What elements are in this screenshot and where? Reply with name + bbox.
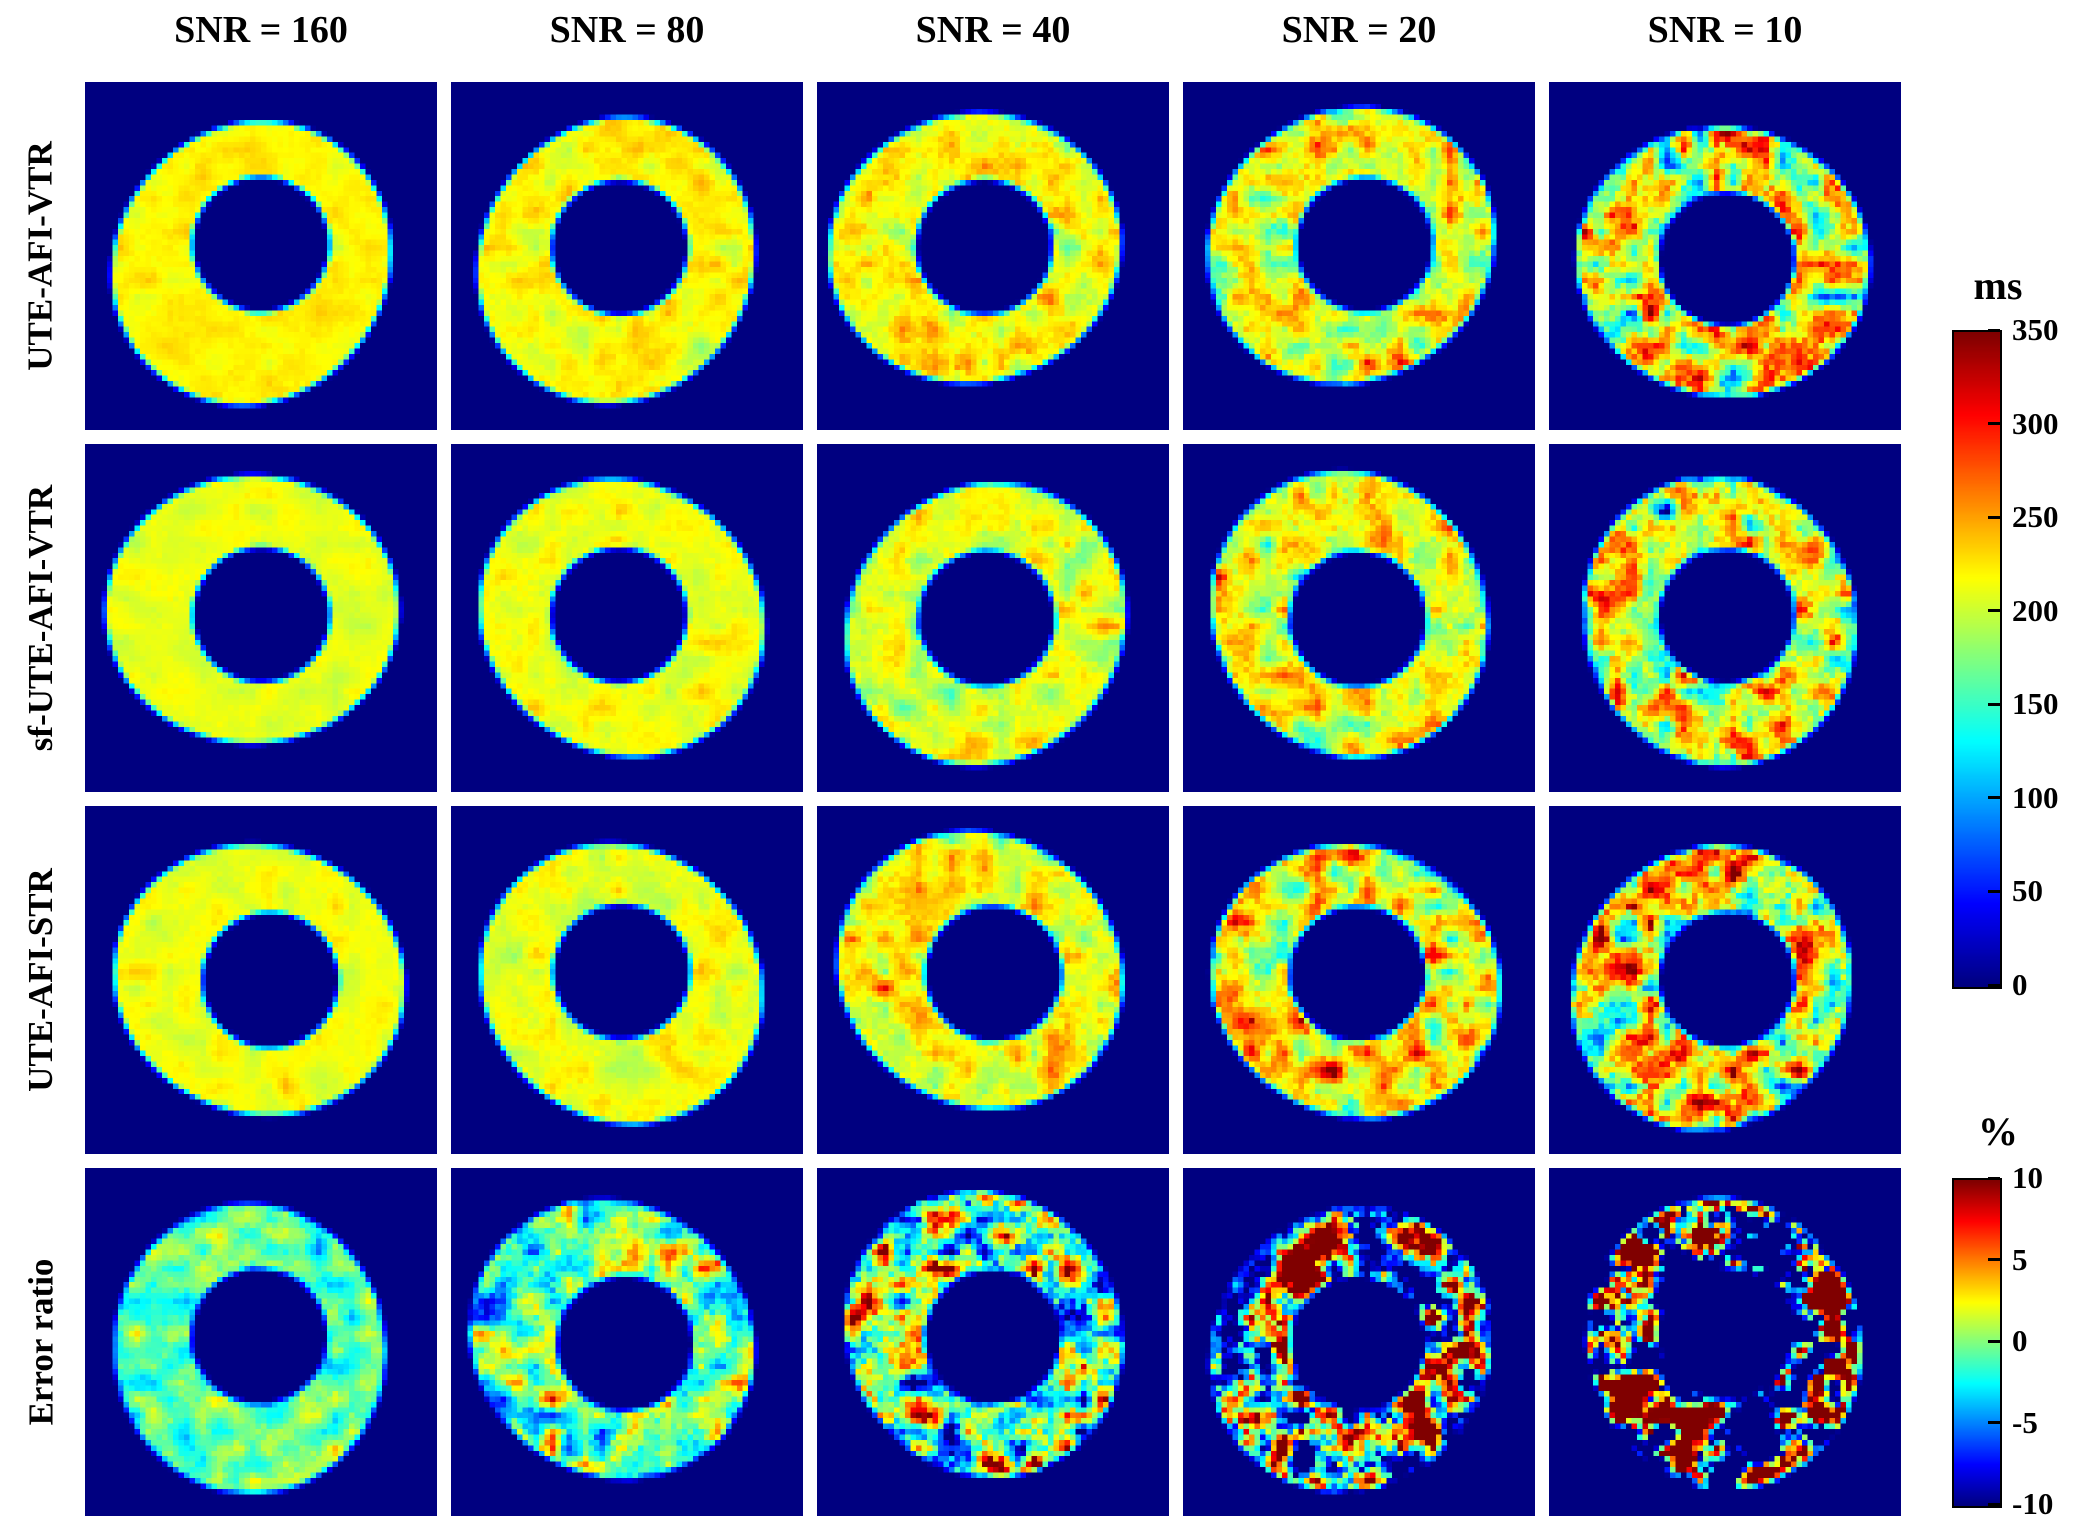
colorbar-ms-tick-label: 100 bbox=[2012, 779, 2059, 815]
row-label-ute-afi-str: UTE-AFI-STR bbox=[0, 806, 82, 1154]
colorbar-pct-title: % bbox=[1978, 1109, 2018, 1154]
colorbar-pct-tick-mark bbox=[1988, 1502, 2000, 1506]
colorbar-ms-tick-label: 200 bbox=[2012, 592, 2059, 628]
map-ute-afi-vtr-snr-10 bbox=[1549, 82, 1901, 430]
map-sf-ute-afi-vtr-snr-80 bbox=[451, 444, 803, 792]
colorbar-ms-tick-mark bbox=[1988, 515, 2000, 519]
colorbar-pct-tick-label: 0 bbox=[2012, 1323, 2028, 1358]
col-header-snr-10: SNR = 10 bbox=[1647, 9, 1803, 51]
colorbar-ms-tick-mark bbox=[1988, 983, 2000, 987]
map-error-ratio-snr-40 bbox=[817, 1168, 1169, 1516]
col-header-snr-160: SNR = 160 bbox=[174, 9, 348, 51]
row-label-text: sf-UTE-AFI-VTR bbox=[21, 484, 61, 752]
map-error-ratio-snr-80 bbox=[451, 1168, 803, 1516]
map-error-ratio-snr-10 bbox=[1549, 1168, 1901, 1516]
colorbar-ms-tick-label: 350 bbox=[2012, 312, 2059, 347]
map-ute-afi-str-snr-160 bbox=[85, 806, 437, 1154]
map-ute-afi-str-snr-80 bbox=[451, 806, 803, 1154]
colorbar-ms-tick-label: 150 bbox=[2012, 686, 2059, 722]
row-label-text: Error ratio bbox=[21, 1258, 61, 1426]
map-ute-afi-vtr-snr-80 bbox=[451, 82, 803, 430]
colorbar-ms-tick-label: 250 bbox=[2012, 499, 2059, 535]
map-ute-afi-vtr-snr-160 bbox=[85, 82, 437, 430]
colorbar-pct-tick-label: -5 bbox=[2012, 1404, 2038, 1440]
map-sf-ute-afi-vtr-snr-20 bbox=[1183, 444, 1535, 792]
map-error-ratio-snr-160 bbox=[85, 1168, 437, 1516]
colorbar-pct-tick-label: 5 bbox=[2012, 1241, 2028, 1277]
colorbar-ms-title: ms bbox=[1973, 263, 2023, 308]
map-ute-afi-str-snr-40 bbox=[817, 806, 1169, 1154]
colorbar-pct-gradient bbox=[1954, 1180, 2000, 1506]
row-label-text: UTE-AFI-STR bbox=[21, 868, 61, 1092]
col-header-snr-40: SNR = 40 bbox=[915, 9, 1071, 51]
colorbar-pct-tick-mark bbox=[1988, 1258, 2000, 1261]
colorbar-ms bbox=[1952, 330, 2002, 989]
map-sf-ute-afi-vtr-snr-10 bbox=[1549, 444, 1901, 792]
colorbar-pct-tick-mark bbox=[1988, 1176, 2000, 1180]
col-header-snr-20: SNR = 20 bbox=[1281, 9, 1437, 51]
colorbar-ms-tick-mark bbox=[1988, 702, 2000, 706]
colorbar-pct-tick-mark bbox=[1988, 1421, 2000, 1424]
colorbar-ms-tick-mark bbox=[1988, 328, 2000, 332]
colorbar-ms-tick-label: 300 bbox=[2012, 405, 2059, 441]
colorbar-ms-gradient bbox=[1954, 332, 2000, 987]
colorbar-pct-tick-mark bbox=[1988, 1339, 2000, 1343]
map-ute-afi-str-snr-10 bbox=[1549, 806, 1901, 1154]
map-ute-afi-vtr-snr-40 bbox=[817, 82, 1169, 430]
colorbar-ms-tick-label: 0 bbox=[2012, 967, 2028, 1002]
map-ute-afi-vtr-snr-20 bbox=[1183, 82, 1535, 430]
colorbar-ms-tick-mark bbox=[1988, 609, 2000, 613]
colorbar-pct-tick-label: -10 bbox=[2012, 1486, 2054, 1521]
map-sf-ute-afi-vtr-snr-40 bbox=[817, 444, 1169, 792]
colorbar-pct bbox=[1952, 1178, 2002, 1508]
row-label-error-ratio: Error ratio bbox=[0, 1168, 82, 1516]
map-ute-afi-str-snr-20 bbox=[1183, 806, 1535, 1154]
row-label-ute-afi-vtr: UTE-AFI-VTR bbox=[0, 82, 82, 430]
row-label-text: UTE-AFI-VTR bbox=[21, 141, 61, 371]
colorbar-ms-tick-mark bbox=[1988, 422, 2000, 426]
map-sf-ute-afi-vtr-snr-160 bbox=[85, 444, 437, 792]
colorbar-ms-tick-mark bbox=[1988, 796, 2000, 800]
colorbar-pct-tick-label: 10 bbox=[2012, 1160, 2043, 1195]
map-error-ratio-snr-20 bbox=[1183, 1168, 1535, 1516]
row-label-sf-ute-afi-vtr: sf-UTE-AFI-VTR bbox=[0, 444, 82, 792]
col-header-snr-80: SNR = 80 bbox=[549, 9, 705, 51]
colorbar-ms-tick-mark bbox=[1988, 889, 2000, 893]
colorbar-ms-tick-label: 50 bbox=[2012, 873, 2043, 909]
